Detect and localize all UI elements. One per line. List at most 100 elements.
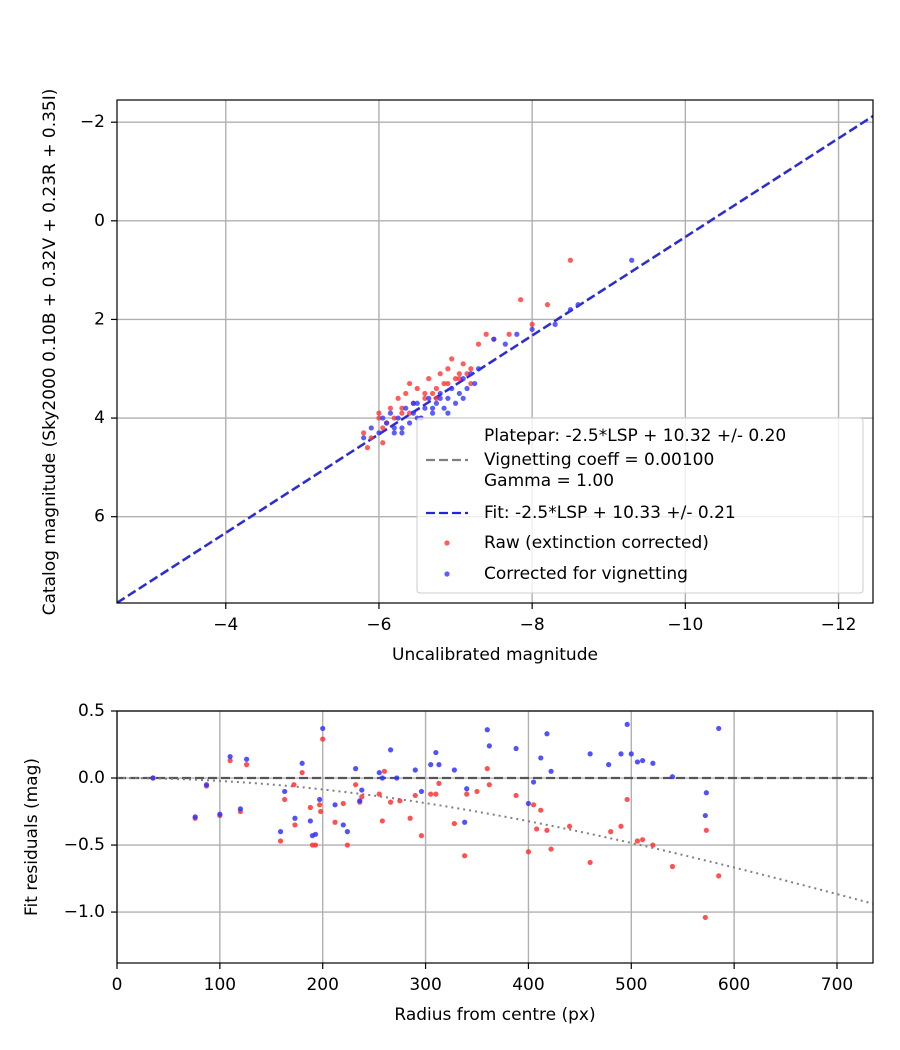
residuals-scatter-plot: 0 100 200 300 400 500 600 700 0.5 0.0 −0.5 −1.0 Radi… (22, 701, 874, 1025)
raw-point (460, 361, 466, 367)
raw-point (406, 380, 413, 387)
raw-point (518, 297, 524, 303)
raw-point (368, 435, 374, 441)
legend-box (416, 417, 864, 594)
y-tick-label: −1.0 (64, 902, 105, 922)
legend-entry-label: Platepar: -2.5*LSP + 10.32 +/- 0.20 (484, 426, 786, 446)
raw-point (544, 302, 551, 308)
raw-residual-point (433, 791, 439, 797)
raw-residual-point (244, 762, 250, 768)
raw-point (441, 380, 447, 387)
corrected-residual-point (606, 762, 612, 768)
corrected-point (567, 306, 574, 313)
raw-point (433, 395, 440, 401)
corrected-residual-point (640, 757, 646, 764)
raw-point (406, 410, 413, 416)
raw-residual-point (624, 796, 630, 803)
x-tick-label: −10 (667, 615, 703, 635)
corrected-residual-point (538, 755, 544, 761)
corrected-point (433, 400, 440, 406)
raw-residual-point (634, 838, 641, 844)
raw-residual-point (669, 863, 676, 870)
raw-residual-point (412, 792, 418, 799)
raw-residual-point (359, 794, 365, 800)
corrected-point (529, 326, 535, 332)
raw-point (399, 405, 405, 411)
raw-point (429, 390, 436, 397)
raw-point (380, 440, 386, 446)
corrected-point (552, 321, 558, 327)
corrected-residual-point (394, 775, 400, 781)
raw-point (468, 366, 474, 372)
corrected-point (368, 425, 374, 431)
raw-residual-point (702, 914, 708, 921)
y-tick-label: 6 (94, 507, 105, 527)
raw-residual-point (538, 807, 544, 813)
y-tick-label: 2 (94, 309, 105, 329)
legend-dot-swatch (444, 540, 450, 546)
corrected-point (429, 405, 436, 411)
corrected-point (426, 395, 432, 401)
y-axis-label: Catalog magnitude (Sky2000 0.10B + 0.32V… (40, 89, 60, 616)
raw-residual-point (388, 799, 394, 805)
raw-point (483, 331, 489, 337)
raw-residual-point (320, 736, 326, 742)
x-tick-label: −12 (821, 615, 857, 635)
corrected-residual-point (192, 814, 198, 820)
corrected-point (384, 420, 390, 426)
corrected-point (491, 336, 497, 342)
corrected-residual-point (703, 790, 709, 796)
plot-frame (116, 99, 874, 604)
raw-point (414, 385, 420, 392)
corrected-residual-point (513, 745, 519, 752)
raw-point (468, 380, 474, 387)
corrected-residual-point (359, 787, 365, 793)
corrected-point (361, 435, 367, 441)
raw-point (529, 321, 535, 327)
corrected-residual-point (548, 768, 554, 774)
y-tick-label: −0.5 (64, 835, 105, 855)
x-tick-label: 100 (204, 975, 236, 995)
raw-residual-point (474, 788, 480, 795)
raw-point (376, 415, 382, 421)
x-tick-label: 600 (718, 975, 750, 995)
raw-residual-point (312, 842, 319, 848)
corrected-residual-point (486, 743, 492, 749)
corrected-residual-point (317, 796, 323, 803)
raw-point (452, 376, 459, 382)
corrected-residual-point (544, 731, 550, 737)
raw-residual-point (436, 780, 442, 786)
y-tick-label: −2 (80, 112, 105, 132)
legend-entry-label: Fit: -2.5*LSP + 10.33 +/- 0.21 (484, 503, 736, 523)
raw-residual-point (307, 804, 313, 811)
raw-residual-point (282, 796, 288, 803)
legend-entry-label: Corrected for vignetting (484, 564, 688, 584)
raw-residual-point (299, 770, 305, 776)
raw-residual-point (332, 819, 338, 825)
corrected-point (399, 430, 405, 436)
corrected-point (391, 425, 397, 431)
y-tick-label: 0 (94, 211, 105, 231)
raw-point (391, 415, 397, 421)
corrected-point (464, 385, 470, 392)
y-tick-label: 4 (94, 408, 105, 428)
raw-point (464, 371, 470, 377)
corrected-residual-point (277, 829, 284, 835)
raw-residual-point (716, 873, 722, 879)
corrected-residual-point (376, 770, 382, 776)
corrected-residual-point (320, 725, 326, 732)
corrected-point (460, 376, 466, 382)
raw-point (422, 390, 428, 397)
plot-area (117, 114, 873, 603)
raw-point (403, 390, 409, 397)
corrected-residual-point (412, 767, 418, 773)
plot-frame (116, 710, 874, 964)
legend-entry-label: Gamma = 1.00 (484, 471, 614, 491)
corrected-residual-point (628, 751, 634, 757)
raw-residual-point (292, 822, 298, 828)
raw-residual-point (618, 823, 624, 829)
raw-residual-point (344, 842, 350, 848)
raw-residual-point (317, 802, 323, 808)
corrected-point (437, 395, 443, 401)
corrected-point (514, 331, 520, 337)
